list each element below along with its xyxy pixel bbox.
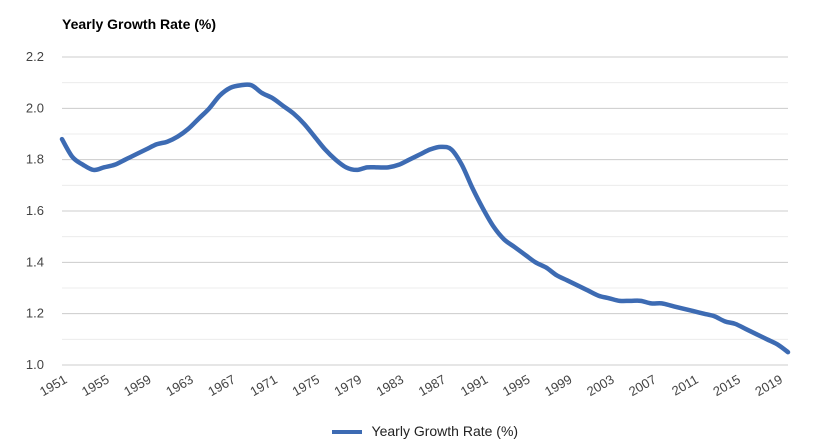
x-tick-label: 1995 [500,372,533,399]
x-tick-label: 1999 [542,372,575,399]
x-tick-label: 1955 [79,372,112,399]
legend: Yearly Growth Rate (%) [0,423,828,439]
x-tick-label: 1979 [332,372,365,399]
x-tick-label: 1983 [374,372,407,399]
x-tick-label: 1971 [247,372,280,399]
line-chart: 1.01.21.41.61.82.02.2 1951 1955 1959 1963 19… [26,49,791,399]
y-tick-label: 2.0 [26,100,44,115]
x-tick-label: 1959 [121,372,154,399]
y-tick-label: 1.8 [26,152,44,167]
legend-label: Yearly Growth Rate (%) [371,423,519,439]
y-tick-label: 1.2 [26,306,44,321]
y-axis: 1.0 1.2 1.4 1.6 1.8 2.0 2.2 [26,49,44,372]
y-tick-label: 1.6 [26,203,44,218]
legend-swatch [331,430,362,435]
chart-title: Yearly Growth Rate (%) [62,16,217,32]
x-tick-label: 2011 [669,372,701,399]
x-tick-label: 1991 [458,372,491,399]
y-tick-label: 1.0 [26,357,44,372]
x-tick-label: 1967 [205,372,238,399]
x-tick-label: 1963 [163,372,196,399]
x-tick-label: 1987 [416,372,449,399]
y-tick-label: 2.2 [26,49,44,64]
x-tick-label: 2015 [710,372,743,399]
x-tick-label: 2007 [626,372,659,399]
y-tick-label: 1.4 [26,254,44,269]
x-tick-label: 2003 [584,372,617,399]
x-tick-label: 1951 [37,372,70,399]
x-tick-label: 2019 [752,372,785,399]
x-tick-label: 1975 [289,372,322,399]
x-axis: 1951 1955 1959 1963 1967 1971 1975 1979 1983 1987… [37,372,785,399]
gridlines [62,56,788,366]
series-lines [59,82,791,355]
series-line [59,82,791,355]
